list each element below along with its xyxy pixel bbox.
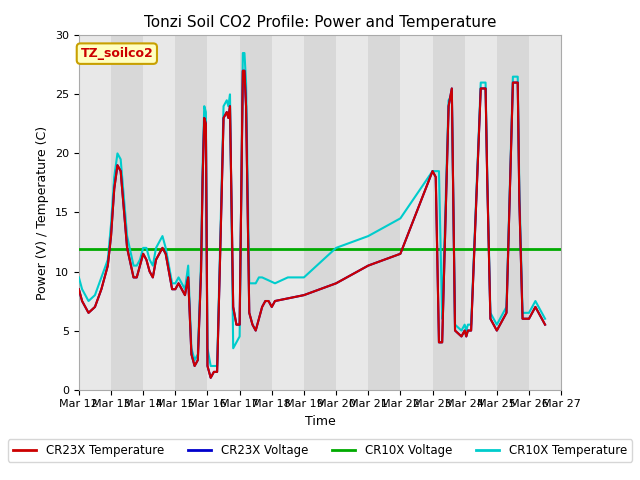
Bar: [304, 36, 336, 390]
Bar: [79, 36, 111, 390]
Title: Tonzi Soil CO2 Profile: Power and Temperature: Tonzi Soil CO2 Profile: Power and Temper…: [144, 15, 496, 30]
X-axis label: Time: Time: [305, 415, 335, 428]
Bar: [143, 36, 175, 390]
Bar: [207, 36, 239, 390]
Bar: [111, 36, 143, 390]
Bar: [497, 36, 529, 390]
Bar: [433, 36, 465, 390]
Bar: [529, 36, 561, 390]
Bar: [465, 36, 497, 390]
Text: TZ_soilco2: TZ_soilco2: [81, 47, 153, 60]
Bar: [239, 36, 272, 390]
Bar: [336, 36, 368, 390]
Legend: CR23X Temperature, CR23X Voltage, CR10X Voltage, CR10X Temperature: CR23X Temperature, CR23X Voltage, CR10X …: [8, 439, 632, 462]
Bar: [368, 36, 401, 390]
Y-axis label: Power (V) / Temperature (C): Power (V) / Temperature (C): [36, 125, 49, 300]
Bar: [272, 36, 304, 390]
Bar: [175, 36, 207, 390]
Bar: [401, 36, 433, 390]
